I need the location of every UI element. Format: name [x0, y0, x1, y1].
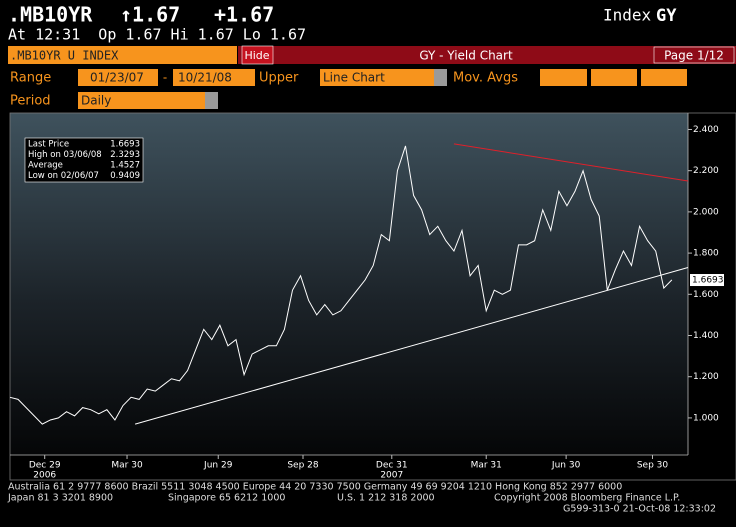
mov-avg-input[interactable]: [591, 69, 637, 86]
change: +1.67: [214, 3, 274, 27]
x-tick-label: Mar 30: [111, 461, 143, 471]
page-box[interactable]: [653, 46, 735, 64]
stats-label: High on 03/06/08: [28, 150, 102, 160]
footer-line: Singapore 65 6212 1000: [168, 493, 285, 504]
period-dropdown[interactable]: [78, 92, 218, 109]
start: 01/23/07: [90, 71, 144, 85]
plot: 1.000 1.200 1.400 1.600 1.800 2.000 2.200 2.400…: [9, 125, 724, 481]
price: ↑1.67: [120, 3, 180, 27]
x-year-label: 2007: [380, 471, 403, 481]
start-input[interactable]: [78, 69, 158, 86]
x-tick-label: Jun 29: [203, 461, 233, 471]
y-tick-label: 1.800: [693, 249, 719, 259]
footer-line: G599-313-0 21-Oct-08 12:33:02: [563, 504, 716, 515]
chart-frame: [9, 112, 736, 481]
footer-line: Japan 81 3 3201 8900: [7, 493, 113, 504]
stats-label: Average: [28, 161, 63, 171]
last-price-tag: [690, 274, 724, 287]
mov-avgs: Mov. Avgs: [453, 71, 518, 86]
y-tick-label: 2.200: [693, 166, 719, 176]
hide-button[interactable]: [241, 45, 274, 65]
stats-label: Low on 02/06/07: [28, 171, 99, 181]
x-tick-label: Sep 28: [287, 461, 319, 471]
hide: Hide: [244, 49, 269, 62]
y-tick-label: 1.200: [693, 372, 719, 382]
stats-value: 2.3293: [110, 150, 140, 160]
end-input[interactable]: [173, 69, 255, 86]
function: GY: [656, 6, 677, 26]
stats-value: 0.9409: [110, 171, 140, 181]
y-tick-label: 1.400: [693, 331, 719, 341]
x-tick-label: Jun 30: [551, 461, 581, 471]
x-year-label: 2006: [33, 471, 56, 481]
y-tick-label: 1.600: [693, 290, 719, 300]
title-bar: [238, 46, 736, 64]
ticker: .MB10YR: [8, 3, 93, 27]
x-tick-label: Mar 31: [471, 461, 502, 471]
price-line: [9, 145, 673, 425]
quote-line: At 12:31 Op 1.67 Hi 1.67 Lo 1.67: [8, 26, 306, 44]
y-tick-label: 1.000: [693, 413, 719, 423]
last-price-label: 1.6693: [692, 276, 724, 286]
stats-label: Last Price: [28, 140, 69, 150]
period: Daily: [81, 94, 111, 108]
page: Page 1/12: [664, 49, 724, 63]
y-tick-label: 2.000: [693, 207, 719, 217]
end: 10/21/08: [178, 71, 232, 85]
index-label: Index: [603, 6, 652, 25]
x-tick-label: Sep 30: [637, 461, 669, 471]
security: .MB10YR U INDEX: [10, 49, 119, 63]
footer-line: Copyright 2008 Bloomberg Finance L.P.: [494, 493, 680, 504]
upper: Upper: [259, 71, 299, 86]
footer-line: Australia 61 2 9777 8600 Brazil 5511 304…: [8, 482, 622, 493]
dropdown-arrow: [434, 69, 447, 86]
x-tick-label: Dec 31: [376, 461, 408, 471]
chart-type: Line Chart: [323, 71, 385, 85]
stats-value: 1.6693: [110, 140, 140, 150]
security-box[interactable]: [8, 46, 237, 64]
stats-value: 1.4527: [110, 161, 140, 171]
dash: -: [163, 71, 167, 85]
period-label: Period: [10, 94, 51, 109]
stats-box: [24, 137, 144, 183]
x-tick-label: Dec 29: [29, 461, 61, 471]
footer-line: U.S. 1 212 318 2000: [337, 493, 435, 504]
range-label: Range: [10, 71, 51, 86]
mov-avg-input[interactable]: [641, 69, 687, 86]
panel-title: GY - Yield Chart: [419, 49, 513, 63]
mov-avg-input[interactable]: [540, 69, 587, 86]
chart-type-dropdown[interactable]: [320, 69, 447, 86]
dropdown-arrow: [205, 92, 218, 109]
trendline: [134, 267, 689, 425]
y-tick-label: 2.400: [693, 125, 719, 135]
trendline: [453, 143, 689, 182]
